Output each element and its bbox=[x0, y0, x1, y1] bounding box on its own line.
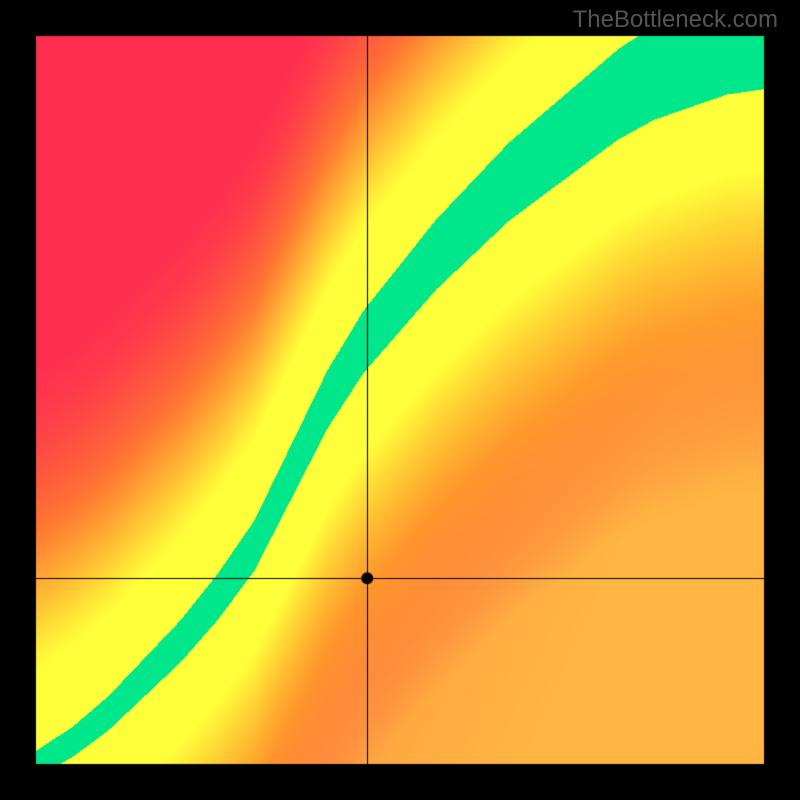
bottleneck-heatmap bbox=[0, 0, 800, 800]
watermark-text: TheBottleneck.com bbox=[573, 6, 778, 34]
chart-container: TheBottleneck.com bbox=[0, 0, 800, 800]
